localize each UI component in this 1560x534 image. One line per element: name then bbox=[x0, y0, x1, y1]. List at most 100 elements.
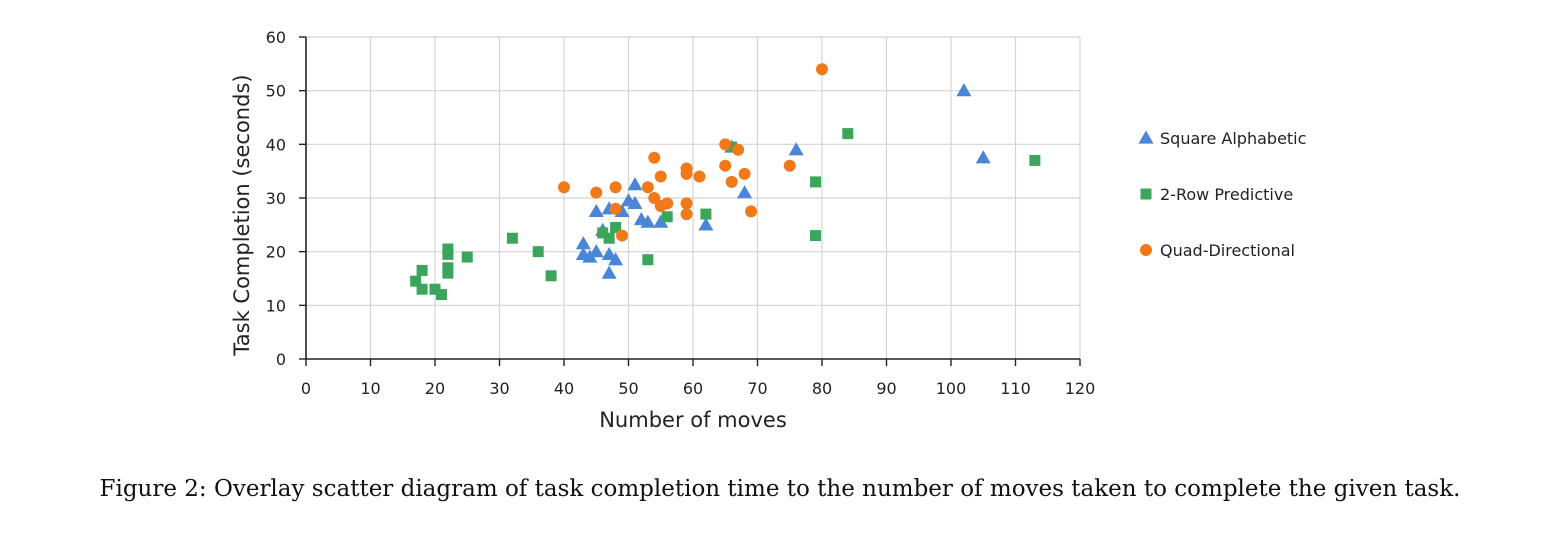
x-tick-label: 100 bbox=[936, 379, 967, 398]
y-tick-label: 40 bbox=[266, 135, 286, 154]
data-point bbox=[610, 222, 622, 234]
data-point bbox=[654, 170, 667, 183]
data-point bbox=[1029, 154, 1041, 166]
x-tick-label: 80 bbox=[812, 379, 832, 398]
data-point bbox=[648, 151, 661, 164]
data-point bbox=[680, 208, 693, 221]
series-circle bbox=[558, 63, 828, 242]
data-point bbox=[698, 217, 714, 231]
tick-labels: 0 10 20 30 40 50 60 70 80 90 100 110 120 0 10 20 30 40 50 6… bbox=[266, 28, 1096, 398]
data-point bbox=[648, 192, 661, 204]
legend-item: Quad-Directional bbox=[1140, 241, 1295, 260]
y-axis-title: Task Completion (seconds) bbox=[230, 74, 254, 356]
data-point bbox=[429, 283, 441, 295]
data-point bbox=[588, 244, 604, 258]
data-point bbox=[442, 267, 454, 279]
data-point bbox=[700, 208, 712, 220]
data-point bbox=[627, 177, 643, 191]
x-tick-label: 70 bbox=[747, 379, 767, 398]
data-point bbox=[725, 175, 738, 188]
data-point bbox=[641, 181, 654, 194]
x-tick-label: 50 bbox=[618, 379, 638, 398]
axes bbox=[299, 36, 1081, 366]
data-point bbox=[783, 159, 796, 172]
figure-caption: Figure 2: Overlay scatter diagram of tas… bbox=[99, 476, 1461, 502]
x-tick-label: 0 bbox=[301, 379, 311, 398]
x-tick-label: 90 bbox=[876, 379, 896, 398]
data-point bbox=[410, 275, 422, 287]
data-point bbox=[693, 170, 706, 183]
data-point bbox=[640, 214, 656, 228]
data-point bbox=[642, 254, 654, 266]
x-tick-label: 20 bbox=[425, 379, 445, 398]
y-tick-label: 50 bbox=[266, 82, 286, 101]
x-tick-label: 40 bbox=[554, 379, 574, 398]
data-point bbox=[653, 214, 669, 228]
data-point bbox=[726, 141, 738, 153]
x-tick-label: 120 bbox=[1065, 379, 1096, 398]
data-point bbox=[588, 203, 604, 218]
data-point bbox=[732, 143, 745, 156]
data-point bbox=[680, 197, 693, 210]
data-point bbox=[719, 159, 732, 172]
legend-item: Square Alphabetic bbox=[1138, 129, 1306, 148]
data-point bbox=[810, 176, 822, 188]
y-tick-label: 20 bbox=[266, 243, 286, 262]
data-point bbox=[609, 202, 622, 215]
y-tick-label: 10 bbox=[266, 296, 286, 315]
data-point bbox=[590, 186, 603, 199]
legend-label: Square Alphabetic bbox=[1160, 129, 1306, 148]
data-point bbox=[442, 248, 454, 260]
x-tick-label: 30 bbox=[489, 379, 509, 398]
data-point bbox=[545, 270, 557, 282]
data-points bbox=[410, 63, 1041, 301]
data-point bbox=[661, 197, 674, 210]
data-point bbox=[816, 63, 828, 76]
x-tick-label: 60 bbox=[683, 379, 703, 398]
data-point bbox=[603, 232, 615, 244]
data-point bbox=[601, 246, 617, 260]
x-axis-title: Number of moves bbox=[599, 408, 787, 432]
data-point bbox=[719, 138, 732, 151]
data-point bbox=[608, 252, 624, 266]
data-point bbox=[532, 246, 544, 258]
grid bbox=[306, 36, 1081, 359]
data-point bbox=[975, 150, 991, 164]
legend-label: 2-Row Predictive bbox=[1160, 185, 1293, 204]
series-triangle bbox=[575, 83, 991, 279]
data-point bbox=[558, 181, 570, 194]
y-tick-label: 60 bbox=[266, 28, 286, 47]
legend-item: 2-Row Predictive bbox=[1140, 185, 1293, 204]
legend-marker bbox=[1140, 188, 1152, 200]
data-point bbox=[609, 181, 622, 194]
legend-label: Quad-Directional bbox=[1160, 241, 1295, 260]
data-point bbox=[745, 205, 758, 218]
data-point bbox=[680, 167, 693, 180]
data-point bbox=[601, 265, 617, 279]
data-point bbox=[506, 232, 518, 244]
data-point bbox=[435, 289, 447, 301]
data-point bbox=[956, 83, 972, 97]
data-point bbox=[737, 185, 753, 199]
data-point bbox=[416, 283, 428, 295]
data-point bbox=[575, 236, 591, 250]
data-point bbox=[461, 251, 473, 263]
x-tick-label: 110 bbox=[1000, 379, 1031, 398]
series-square bbox=[410, 128, 1041, 301]
data-point bbox=[842, 128, 854, 140]
data-point bbox=[627, 195, 643, 209]
data-point bbox=[810, 230, 822, 242]
legend: Square Alphabetic 2-Row Predictive Quad-Di… bbox=[1138, 129, 1306, 260]
data-point bbox=[788, 142, 804, 156]
data-point bbox=[616, 229, 629, 242]
data-point bbox=[416, 264, 428, 276]
x-tick-label: 10 bbox=[360, 379, 380, 398]
data-point bbox=[661, 211, 673, 223]
data-point bbox=[597, 227, 609, 239]
legend-marker bbox=[1140, 244, 1152, 256]
y-tick-label: 0 bbox=[276, 350, 286, 369]
legend-marker bbox=[1138, 130, 1154, 144]
data-point bbox=[738, 167, 751, 180]
y-tick-label: 30 bbox=[266, 189, 286, 208]
